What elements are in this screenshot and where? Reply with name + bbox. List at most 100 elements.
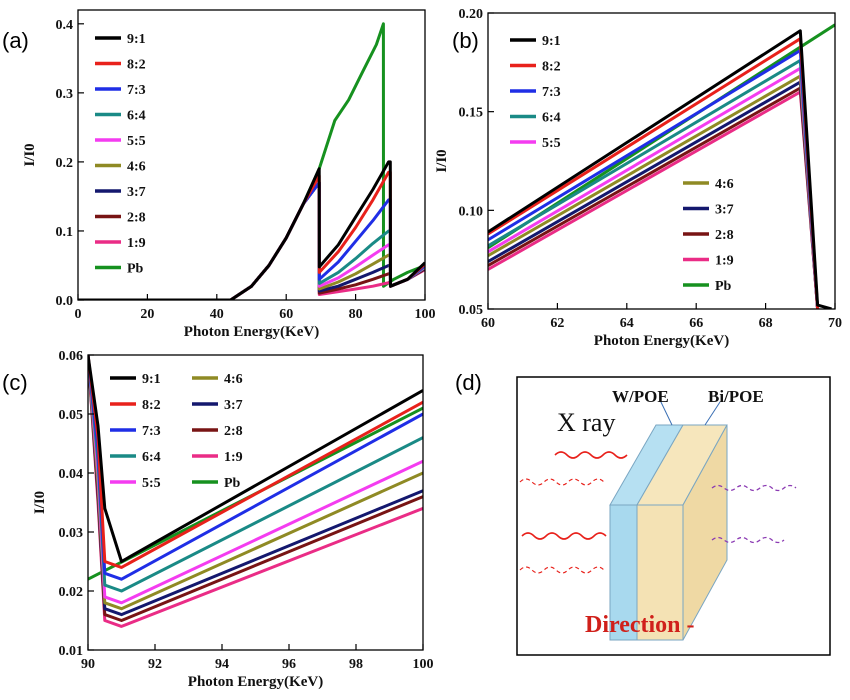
plot-area-c: 90 92 94 96 98 100 0.01 0.02 0.03 0.04 0.05 0.06 Pho… bbox=[32, 349, 434, 690]
x-tick-label: 92 bbox=[148, 657, 162, 672]
y-tick-label: 0.1 bbox=[56, 225, 74, 240]
x-tick-label: 66 bbox=[689, 316, 703, 331]
x-tick-label: 100 bbox=[415, 307, 436, 322]
legend-label-6-4: 6:4 bbox=[542, 111, 561, 126]
panel-label-b: (b) bbox=[452, 28, 479, 53]
series-line-9-1 bbox=[488, 29, 832, 309]
diagram-panel-d: (d) W/POE Bi/POE X ray Direction - bbox=[455, 370, 831, 656]
legend-label-7-3: 7:3 bbox=[542, 85, 561, 100]
x-tick-label: 0 bbox=[75, 307, 82, 322]
legend-label-2-8: 2:8 bbox=[224, 424, 243, 439]
panel-label-c: (c) bbox=[2, 370, 28, 395]
label-w-poe: W/POE bbox=[612, 387, 669, 406]
chart-panel-b: (b) 60 62 64 66 68 70 0.05 0.10 0.15 0.20 Photon E… bbox=[434, 7, 842, 349]
xray-incoming-2 bbox=[519, 478, 605, 486]
axes-frame-b bbox=[487, 12, 836, 310]
y-tick-label: 0.05 bbox=[59, 408, 84, 423]
y-tick-label: 0.3 bbox=[56, 87, 74, 102]
y-tick-label: 0.20 bbox=[459, 7, 484, 22]
x-tick-label: 60 bbox=[279, 307, 293, 322]
legend-label-8-2: 8:2 bbox=[142, 398, 161, 413]
x-tick-label: 60 bbox=[481, 316, 495, 331]
y-axis-label: I/I0 bbox=[32, 491, 48, 514]
x-tick-label: 62 bbox=[550, 316, 564, 331]
legend-label-3-7: 3:7 bbox=[224, 398, 243, 413]
xray-outgoing-2 bbox=[711, 536, 785, 544]
legend-label-Pb: Pb bbox=[715, 279, 732, 294]
y-axis-label: I/I0 bbox=[22, 143, 38, 166]
x-axis-label: Photon Energy(KeV) bbox=[184, 324, 319, 340]
series-line-3-7 bbox=[488, 80, 820, 309]
chart-panel-c: (c) 90 92 94 96 98 100 0.01 0.02 0.03 0.04 0.05 0.0… bbox=[2, 349, 434, 690]
label-direction: Direction - bbox=[585, 612, 695, 638]
bi-poe-layer-side bbox=[682, 424, 728, 641]
y-tick-label: 0.15 bbox=[459, 106, 484, 121]
y-tick-label: 0.0 bbox=[56, 294, 74, 309]
series-line-1-9 bbox=[88, 355, 423, 628]
legend-label-7-3: 7:3 bbox=[127, 83, 146, 98]
y-tick-label: 0.01 bbox=[59, 644, 84, 659]
xray-outgoing-1 bbox=[711, 484, 797, 492]
series-line-7-3 bbox=[88, 355, 423, 581]
y-tick-label: 0.06 bbox=[59, 349, 84, 364]
x-tick-label: 20 bbox=[140, 307, 154, 322]
series-line-8-2 bbox=[88, 355, 423, 569]
series-line-5-5 bbox=[488, 66, 820, 309]
series-line-6-4 bbox=[88, 355, 423, 593]
legend-label-4-6: 4:6 bbox=[224, 372, 243, 387]
x-axis-label: Photon Energy(KeV) bbox=[594, 333, 729, 349]
series-group-b bbox=[488, 23, 835, 309]
x-tick-label: 94 bbox=[215, 657, 229, 672]
x-tick-label: 68 bbox=[759, 316, 773, 331]
legend-label-9-1: 9:1 bbox=[142, 372, 161, 387]
x-tick-label: 96 bbox=[282, 657, 296, 672]
series-line-7-3 bbox=[488, 49, 820, 309]
xray-incoming-4 bbox=[519, 566, 605, 574]
x-tick-label: 80 bbox=[349, 307, 363, 322]
panel-label-a: (a) bbox=[2, 28, 29, 53]
axes-frame-c bbox=[87, 354, 424, 651]
label-bi-poe: Bi/POE bbox=[708, 387, 764, 406]
legend-label-1-9: 1:9 bbox=[715, 254, 734, 269]
y-tick-label: 0.04 bbox=[59, 467, 84, 482]
y-tick-label: 0.05 bbox=[459, 303, 484, 318]
legend-label-6-4: 6:4 bbox=[127, 109, 146, 124]
legend-label-7-3: 7:3 bbox=[142, 424, 161, 439]
y-tick-label: 0.10 bbox=[459, 204, 484, 219]
plot-area-a: 0 20 40 60 80 100 0.0 0.1 0.2 0.3 0.4 Photon Energy… bbox=[22, 9, 436, 340]
legend-label-6-4: 6:4 bbox=[142, 450, 161, 465]
label-x-ray: X ray bbox=[557, 408, 615, 437]
callout-bi-poe bbox=[704, 401, 721, 426]
y-tick-label: 0.03 bbox=[59, 526, 84, 541]
series-line-9-1 bbox=[88, 355, 423, 563]
legend-label-1-9: 1:9 bbox=[127, 236, 146, 251]
legend-label-9-1: 9:1 bbox=[127, 32, 146, 47]
x-tick-label: 100 bbox=[413, 657, 434, 672]
callout-w-poe bbox=[659, 399, 673, 426]
legend-label-4-6: 4:6 bbox=[715, 177, 734, 192]
x-tick-label: 90 bbox=[81, 657, 95, 672]
series-line-9-1 bbox=[78, 160, 425, 300]
xray-incoming-1 bbox=[554, 451, 628, 459]
legend-label-Pb: Pb bbox=[127, 262, 144, 277]
legend-label-5-5: 5:5 bbox=[127, 134, 146, 149]
legend-label-3-7: 3:7 bbox=[127, 185, 146, 200]
x-tick-label: 70 bbox=[828, 316, 842, 331]
series-group-c bbox=[88, 355, 423, 628]
legend-label-4-6: 4:6 bbox=[127, 160, 146, 175]
y-axis-label: I/I0 bbox=[434, 149, 450, 172]
legend-label-2-8: 2:8 bbox=[715, 228, 734, 243]
y-tick-label: 0.4 bbox=[56, 18, 74, 33]
xray-incoming-3 bbox=[521, 532, 607, 540]
y-tick-label: 0.2 bbox=[56, 156, 74, 171]
legend-label-3-7: 3:7 bbox=[715, 203, 734, 218]
legend-label-9-1: 9:1 bbox=[542, 34, 561, 49]
x-tick-label: 64 bbox=[620, 316, 634, 331]
series-line-2-8 bbox=[88, 355, 423, 622]
axes-frame-a bbox=[77, 9, 426, 301]
legend-label-8-2: 8:2 bbox=[542, 60, 561, 75]
legend-label-8-2: 8:2 bbox=[127, 58, 146, 73]
legend-label-Pb: Pb bbox=[224, 476, 241, 491]
y-tick-label: 0.02 bbox=[59, 585, 84, 600]
